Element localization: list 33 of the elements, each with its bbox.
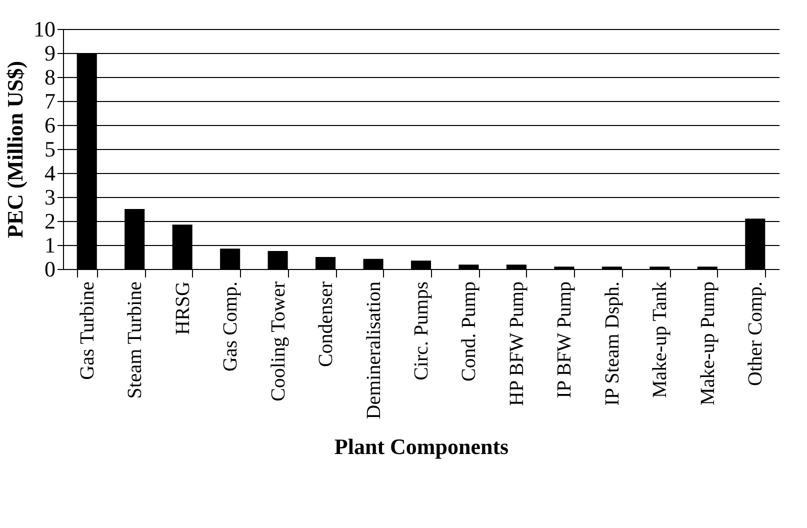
- y-axis-title: PEC (Million US$): [2, 60, 28, 238]
- x-tick-label: Demineralisation: [362, 282, 385, 420]
- x-tick-label: Gas Comp.: [220, 282, 242, 372]
- y-tick-label: 3: [44, 184, 56, 210]
- y-tick-label: 1: [44, 232, 56, 258]
- x-tick-label: Circ. Pumps: [410, 281, 432, 380]
- x-tick-label: Other Comp.: [744, 282, 767, 386]
- x-tick-label: IP BFW Pump: [554, 282, 576, 398]
- y-tick-label: 0: [44, 256, 56, 282]
- y-tick-label: 4: [44, 160, 56, 186]
- x-tick-label: HRSG: [172, 282, 194, 335]
- bar: [268, 251, 288, 269]
- y-tick-label: 2: [44, 208, 56, 234]
- x-tick-label: IP Steam Dsph.: [601, 282, 624, 406]
- x-tick-label: Condenser: [315, 281, 338, 368]
- y-tick-label: 9: [44, 40, 56, 66]
- y-tick-label: 8: [44, 64, 56, 90]
- bar: [220, 248, 240, 269]
- x-tick-label: HP BFW Pump: [506, 282, 528, 406]
- bar: [458, 264, 479, 269]
- x-tick-label: Cooling Tower: [267, 281, 290, 402]
- bar: [410, 260, 432, 269]
- x-tick-label: Steam Turbine: [124, 281, 146, 399]
- x-tick-label: Cond. Pump: [458, 282, 480, 382]
- y-tick-label: 5: [44, 136, 56, 162]
- y-tick-label: 6: [44, 112, 56, 138]
- x-tick-label: Make-up Pump: [696, 282, 719, 406]
- bar: [316, 257, 336, 269]
- x-axis-title: Plant Components: [334, 434, 510, 460]
- x-tick-label: Gas Turbine: [76, 281, 98, 380]
- y-tick-label: 10: [34, 16, 56, 42]
- y-tick-label: 7: [44, 88, 56, 114]
- x-tick-label: Make-up Tank: [649, 282, 672, 398]
